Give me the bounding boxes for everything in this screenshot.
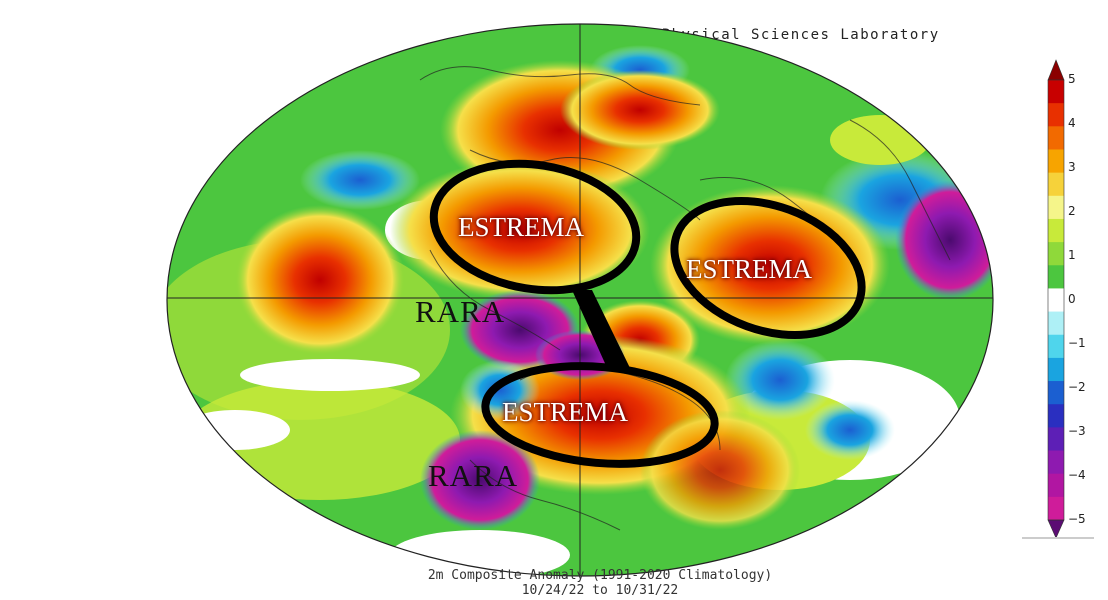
colorbar-tick-label: 0 [1068,292,1076,306]
connector-wedge [572,290,630,370]
colorbar-min-triangle [1047,519,1065,539]
colorbar-segment [1048,473,1064,498]
colorbar-frame [1047,79,1065,521]
ellipse-north-america [429,159,641,295]
colorbar-tick-label: −4 [1068,468,1086,482]
colorbar-segment [1048,80,1064,104]
ellipse-south [481,362,719,468]
colorbar-segment [1048,334,1064,359]
colorbar-tick-label: 3 [1068,160,1076,174]
colorbar-segment [1048,103,1064,127]
rare-label-2: RARA [428,458,519,493]
colorbar-segment [1048,450,1064,475]
caption-line-1: 2m Composite Anomaly (1991-2020 Climatol… [427,568,773,583]
colorbar-segment [1048,311,1064,336]
colorbar [1046,58,1066,540]
colorbar-segment [1048,172,1064,197]
colorbar-segment [1048,218,1064,243]
rare-label-1: RARA [415,294,506,329]
extreme-label-3: ESTREMA [502,397,629,427]
colorbar-segment [1048,195,1064,220]
colorbar-max-triangle [1047,59,1065,81]
colorbar-segment [1048,496,1064,521]
colorbar-tick-label: −1 [1068,336,1086,350]
colorbar-tick-label: 5 [1068,72,1076,86]
colorbar-tick-label: 1 [1068,248,1076,262]
colorbar-segment [1048,288,1064,313]
colorbar-segment [1048,149,1064,174]
colorbar-segment [1048,381,1064,405]
colorbar-tick-label: −2 [1068,380,1086,394]
colorbar-tick-label: 2 [1068,204,1076,218]
extreme-label-2: ESTREMA [686,254,813,284]
colorbar-segment [1048,404,1064,428]
colorbar-tick-label: 4 [1068,116,1076,130]
colorbar-segment [1048,242,1064,266]
colorbar-baseline [1022,537,1094,539]
ellipse-east [670,196,866,340]
colorbar-segment [1048,357,1064,382]
colorbar-segment [1048,126,1064,150]
colorbar-segment [1048,265,1064,289]
annotation-ellipses [429,159,866,468]
colorbar-tick-label: −5 [1068,512,1086,526]
colorbar-tick-label: −3 [1068,424,1086,438]
extreme-label-1: ESTREMA [458,212,585,242]
colorbar-segment [1048,427,1064,452]
caption-line-2: 10/24/22 to 10/31/22 [521,583,679,598]
